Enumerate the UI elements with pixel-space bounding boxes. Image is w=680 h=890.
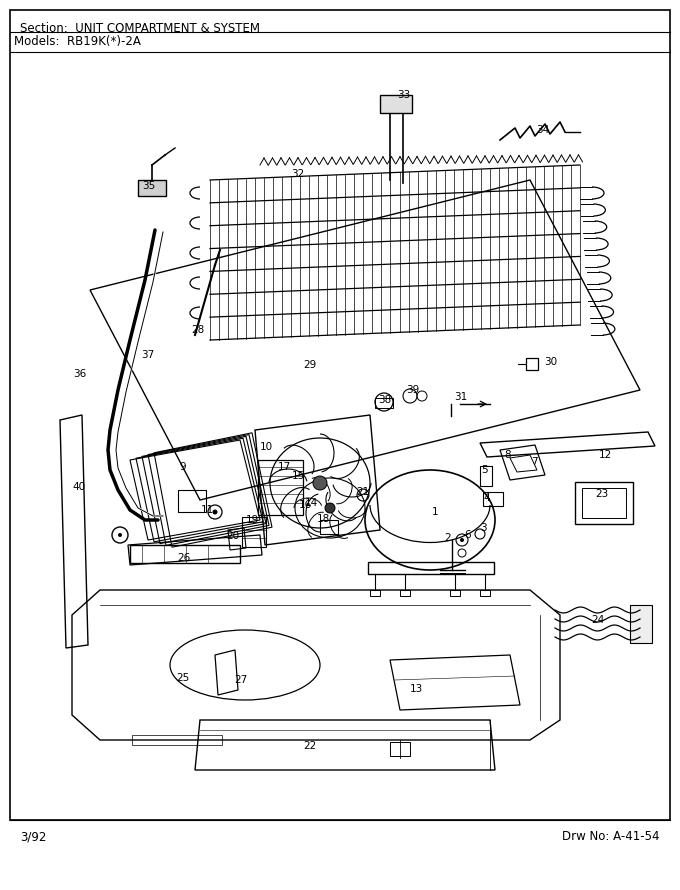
Bar (480, 466, 492, 486)
Bar (526, 358, 538, 370)
Text: 17: 17 (277, 462, 290, 472)
Text: 40: 40 (73, 482, 86, 492)
Text: 29: 29 (303, 360, 317, 370)
Text: 8: 8 (505, 450, 511, 460)
Text: Drw No: A-41-54: Drw No: A-41-54 (562, 830, 660, 843)
Text: 26: 26 (177, 553, 190, 563)
Circle shape (313, 476, 327, 490)
Text: 19: 19 (245, 515, 258, 525)
Circle shape (325, 503, 335, 513)
Text: 14: 14 (305, 498, 318, 508)
Circle shape (212, 509, 218, 514)
Bar (368, 562, 494, 574)
Text: 15: 15 (291, 471, 305, 481)
Text: 23: 23 (596, 489, 609, 499)
Text: 34: 34 (537, 125, 549, 135)
Text: 10: 10 (260, 442, 273, 452)
Text: 7: 7 (530, 457, 537, 467)
Bar (480, 590, 490, 596)
Bar (483, 492, 503, 506)
Text: 37: 37 (141, 350, 154, 360)
Text: 3/92: 3/92 (20, 830, 46, 843)
Text: 12: 12 (598, 450, 611, 460)
Text: 30: 30 (545, 357, 558, 367)
Bar (320, 520, 338, 534)
Bar (630, 605, 652, 643)
Text: 16: 16 (299, 500, 311, 510)
Bar (258, 460, 303, 515)
Bar (400, 590, 410, 596)
Text: 35: 35 (142, 181, 156, 191)
Text: 21: 21 (356, 487, 370, 497)
Text: 28: 28 (191, 325, 205, 335)
Bar (582, 488, 626, 518)
Bar (380, 95, 412, 113)
Text: 1: 1 (432, 507, 439, 517)
Text: 9: 9 (180, 462, 186, 472)
Text: 31: 31 (454, 392, 468, 402)
Text: 20: 20 (226, 531, 239, 541)
Text: 2: 2 (445, 533, 452, 543)
Text: Models:  RB19K(*)-2A: Models: RB19K(*)-2A (14, 35, 141, 48)
Bar (242, 517, 266, 547)
Text: 32: 32 (291, 169, 305, 179)
Text: 3: 3 (479, 523, 486, 533)
Text: 27: 27 (235, 675, 248, 685)
Text: 38: 38 (378, 395, 392, 405)
Circle shape (118, 533, 122, 537)
Bar (575, 482, 633, 524)
Text: 22: 22 (303, 741, 317, 751)
Text: 11: 11 (201, 505, 214, 515)
Bar (370, 590, 380, 596)
Bar (130, 545, 240, 563)
Text: 39: 39 (407, 385, 420, 395)
Bar (375, 398, 393, 408)
Text: 33: 33 (397, 90, 411, 100)
Bar (450, 590, 460, 596)
Text: 13: 13 (409, 684, 423, 694)
Bar (178, 490, 206, 512)
Bar (390, 742, 410, 756)
Text: 18: 18 (316, 514, 330, 524)
Text: 25: 25 (176, 673, 190, 683)
Text: 36: 36 (73, 369, 86, 379)
Text: 24: 24 (592, 615, 605, 625)
Text: 5: 5 (481, 465, 488, 475)
Bar (132, 735, 222, 745)
Bar (138, 180, 166, 196)
Circle shape (460, 538, 464, 542)
Text: 6: 6 (464, 530, 471, 540)
Text: Section:  UNIT COMPARTMENT & SYSTEM: Section: UNIT COMPARTMENT & SYSTEM (20, 22, 260, 35)
Text: 4: 4 (483, 493, 490, 503)
